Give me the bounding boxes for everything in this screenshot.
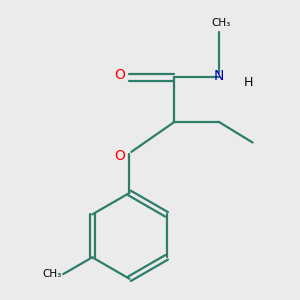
Text: O: O xyxy=(115,148,126,163)
Text: H: H xyxy=(243,76,253,89)
Text: N: N xyxy=(214,70,224,83)
Text: O: O xyxy=(115,68,126,82)
Text: CH₃: CH₃ xyxy=(211,18,230,28)
Text: CH₃: CH₃ xyxy=(42,269,61,279)
